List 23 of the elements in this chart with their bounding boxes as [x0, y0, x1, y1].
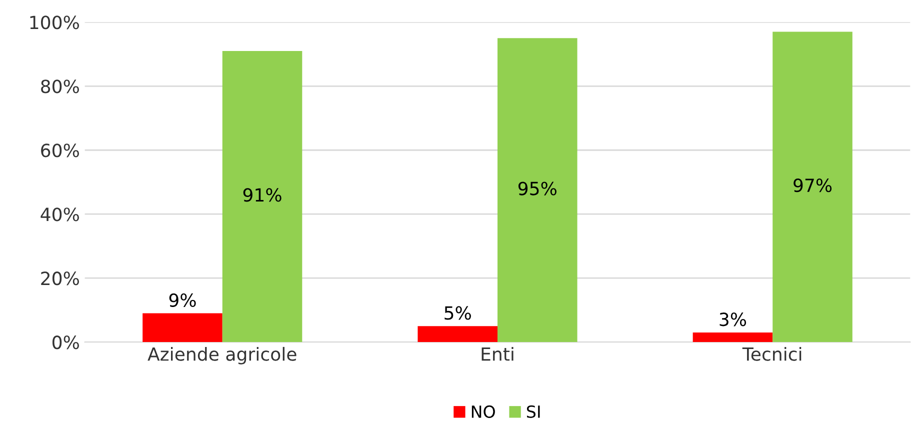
x-tick-label: Enti [482, 346, 514, 361]
x-tick-label: Aziende agricole [148, 346, 296, 364]
bar [692, 332, 773, 342]
legend-label: NO [472, 405, 495, 418]
data-label: 95% [518, 182, 556, 196]
y-tick-label: 20% [41, 272, 79, 286]
legend-label: SI [526, 405, 540, 418]
data-label: 5% [444, 306, 471, 320]
bar [497, 38, 578, 342]
bar [418, 326, 498, 342]
y-tick-label: 60% [41, 144, 79, 158]
y-tick-label: 0% [52, 336, 79, 350]
bar [142, 313, 222, 342]
y-tick-label: 80% [41, 80, 79, 94]
bar [772, 32, 852, 342]
y-tick-label: 40% [40, 208, 79, 222]
data-label: 97% [794, 178, 832, 192]
x-tick-label: Tecnici [742, 346, 802, 361]
data-label: 9% [169, 293, 196, 308]
bar [222, 50, 302, 342]
data-label: 91% [243, 188, 282, 202]
data-label: 3% [720, 312, 746, 326]
y-tick-label: 100% [30, 16, 79, 30]
